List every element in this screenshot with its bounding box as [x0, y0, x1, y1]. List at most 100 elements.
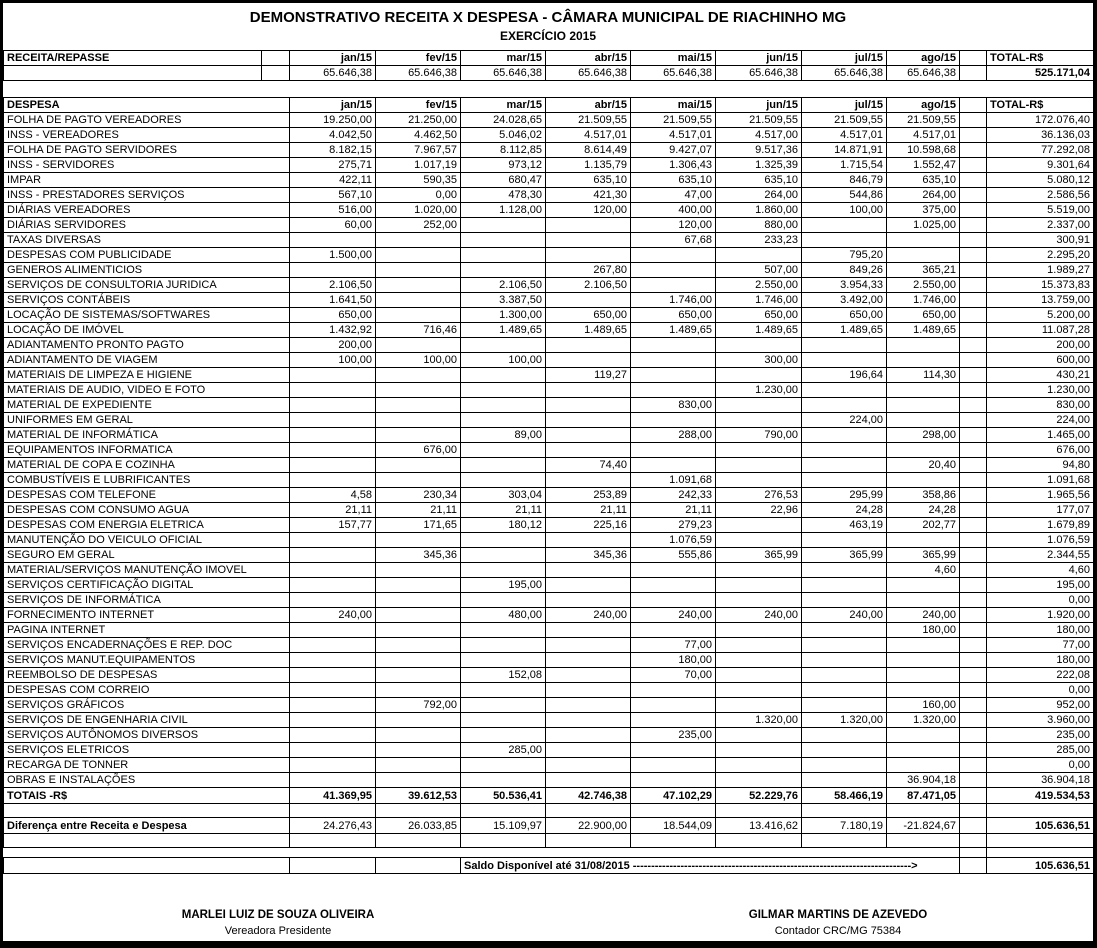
value-cell: 4,60 — [886, 562, 960, 578]
table-row: DESPESAS COM ENERGIA ELETRICA 157,77 171,6… — [3, 517, 1093, 533]
table-row: SERVIÇOS CERTIFICAÇÃO DIGITAL 195,00 195,0… — [3, 577, 1093, 593]
value-cell: 567,10 — [289, 187, 376, 203]
value-cell: 4.517,01 — [801, 127, 887, 143]
value-cell: 421,30 — [545, 187, 631, 203]
spacer-cell — [959, 382, 987, 398]
value-cell — [289, 442, 376, 458]
value-cell — [886, 833, 960, 848]
value-cell — [289, 857, 376, 874]
spacer-cell — [959, 547, 987, 563]
total-cell: 2.344,55 — [986, 547, 1093, 563]
value-cell — [715, 667, 802, 683]
value-cell: 1.320,00 — [886, 712, 960, 728]
table-row: COMBUSTÍVEIS E LUBRIFICANTES 1.091,68 1.09… — [3, 472, 1093, 488]
gap-cell — [4, 848, 960, 858]
value-cell — [375, 232, 461, 248]
spacer-cell — [959, 367, 987, 383]
total-cell: 195,00 — [986, 577, 1093, 593]
value-cell: 1.746,00 — [715, 292, 802, 308]
value-cell — [460, 712, 546, 728]
value-cell: 716,46 — [375, 322, 461, 338]
total-cell: 77.292,08 — [986, 142, 1093, 158]
value-cell: 1.489,65 — [545, 322, 631, 338]
value-cell — [460, 337, 546, 353]
value-cell — [886, 247, 960, 263]
value-cell — [289, 532, 376, 548]
value-cell — [715, 637, 802, 653]
value-cell: 3.954,33 — [801, 277, 887, 293]
value-cell: 253,89 — [545, 487, 631, 503]
value-cell — [545, 803, 631, 818]
value-cell — [375, 397, 461, 413]
total-cell: 172.076,40 — [986, 112, 1093, 128]
table-row: RECARGA DE TONNER 0,00 — [3, 757, 1093, 773]
value-cell: 3.492,00 — [801, 292, 887, 308]
gap-row — [4, 847, 1093, 858]
value-cell — [630, 833, 716, 848]
row-label-cell: INSS - VEREADORES — [3, 127, 290, 143]
value-cell — [801, 652, 887, 668]
total-cell — [986, 803, 1093, 818]
spacer-cell — [959, 817, 987, 834]
value-cell — [289, 622, 376, 638]
signature-role: Contador CRC/MG 75384 — [774, 925, 902, 937]
value-cell — [715, 367, 802, 383]
value-cell — [375, 667, 461, 683]
value-cell: 195,00 — [460, 577, 546, 593]
spacer-cell — [959, 712, 987, 728]
row-label-cell: SEGURO EM GERAL — [3, 547, 290, 563]
value-cell — [630, 352, 716, 368]
value-cell — [801, 577, 887, 593]
value-cell — [460, 547, 546, 563]
value-cell: 2.106,50 — [460, 277, 546, 293]
value-cell: 8.112,85 — [460, 142, 546, 158]
spacer-cell — [959, 112, 987, 128]
value-cell: 4.517,00 — [715, 127, 802, 143]
total-cell: 105.636,51 — [986, 817, 1093, 834]
value-cell — [715, 337, 802, 353]
spacer-cell — [959, 442, 987, 458]
value-cell — [801, 757, 887, 773]
spacer-cell — [959, 757, 987, 773]
financial-table: RECEITA/REPASSE jan/15 fev/15 mar/15 abr/15… — [3, 50, 1093, 874]
document-title: DEMONSTRATIVO RECEITA X DESPESA - CÂMARA… — [249, 9, 847, 26]
value-cell — [715, 532, 802, 548]
value-cell: 21,11 — [289, 502, 376, 518]
value-cell: 676,00 — [375, 442, 461, 458]
value-cell: mai/15 — [630, 97, 716, 113]
value-cell — [801, 727, 887, 743]
value-cell: 1.715,54 — [801, 157, 887, 173]
value-cell — [545, 592, 631, 608]
spacer-cell — [959, 472, 987, 488]
value-cell: 295,99 — [801, 487, 887, 503]
row-label-cell: SERVIÇOS DE CONSULTORIA JURIDICA — [3, 277, 290, 293]
total-cell: 9.301,64 — [986, 157, 1093, 173]
value-cell: 21,11 — [375, 502, 461, 518]
value-cell — [715, 697, 802, 713]
value-cell — [375, 262, 461, 278]
value-cell: abr/15 — [545, 97, 631, 113]
value-cell — [801, 622, 887, 638]
spacer-cell — [959, 202, 987, 218]
value-cell — [545, 382, 631, 398]
total-cell: 200,00 — [986, 337, 1093, 353]
total-cell: 235,00 — [986, 727, 1093, 743]
value-cell: jan/15 — [289, 97, 376, 113]
value-cell: 22.900,00 — [545, 817, 631, 834]
spacer-cell — [959, 412, 987, 428]
value-cell: jul/15 — [801, 97, 887, 113]
value-cell — [801, 472, 887, 488]
value-cell: 650,00 — [630, 307, 716, 323]
value-cell: 20,40 — [886, 457, 960, 473]
value-cell: 544,86 — [801, 187, 887, 203]
value-cell — [289, 562, 376, 578]
value-cell — [375, 577, 461, 593]
value-cell: 1.128,00 — [460, 202, 546, 218]
spacer-cell — [959, 397, 987, 413]
value-cell — [630, 757, 716, 773]
row-label-cell: INSS - SERVIDORES — [3, 157, 290, 173]
value-cell: 58.466,19 — [801, 787, 887, 804]
value-cell — [289, 697, 376, 713]
value-cell — [545, 622, 631, 638]
value-cell — [375, 742, 461, 758]
